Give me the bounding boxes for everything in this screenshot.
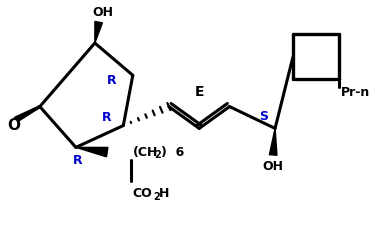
Polygon shape — [269, 128, 277, 155]
Text: Pr-n: Pr-n — [341, 86, 370, 99]
Polygon shape — [95, 21, 102, 43]
Text: )  6: ) 6 — [161, 146, 184, 159]
Text: 2: 2 — [155, 150, 161, 160]
Text: E: E — [194, 85, 204, 99]
Text: OH: OH — [263, 160, 284, 173]
Text: O: O — [7, 118, 20, 133]
Text: H: H — [160, 187, 170, 200]
Text: 2: 2 — [154, 192, 160, 202]
Text: (CH: (CH — [133, 146, 158, 159]
Text: CO: CO — [133, 187, 152, 200]
Text: R: R — [107, 74, 117, 86]
Text: OH: OH — [92, 6, 113, 19]
Polygon shape — [76, 147, 108, 157]
Text: R: R — [101, 111, 111, 125]
Text: R: R — [73, 154, 83, 167]
Text: S: S — [259, 110, 268, 123]
